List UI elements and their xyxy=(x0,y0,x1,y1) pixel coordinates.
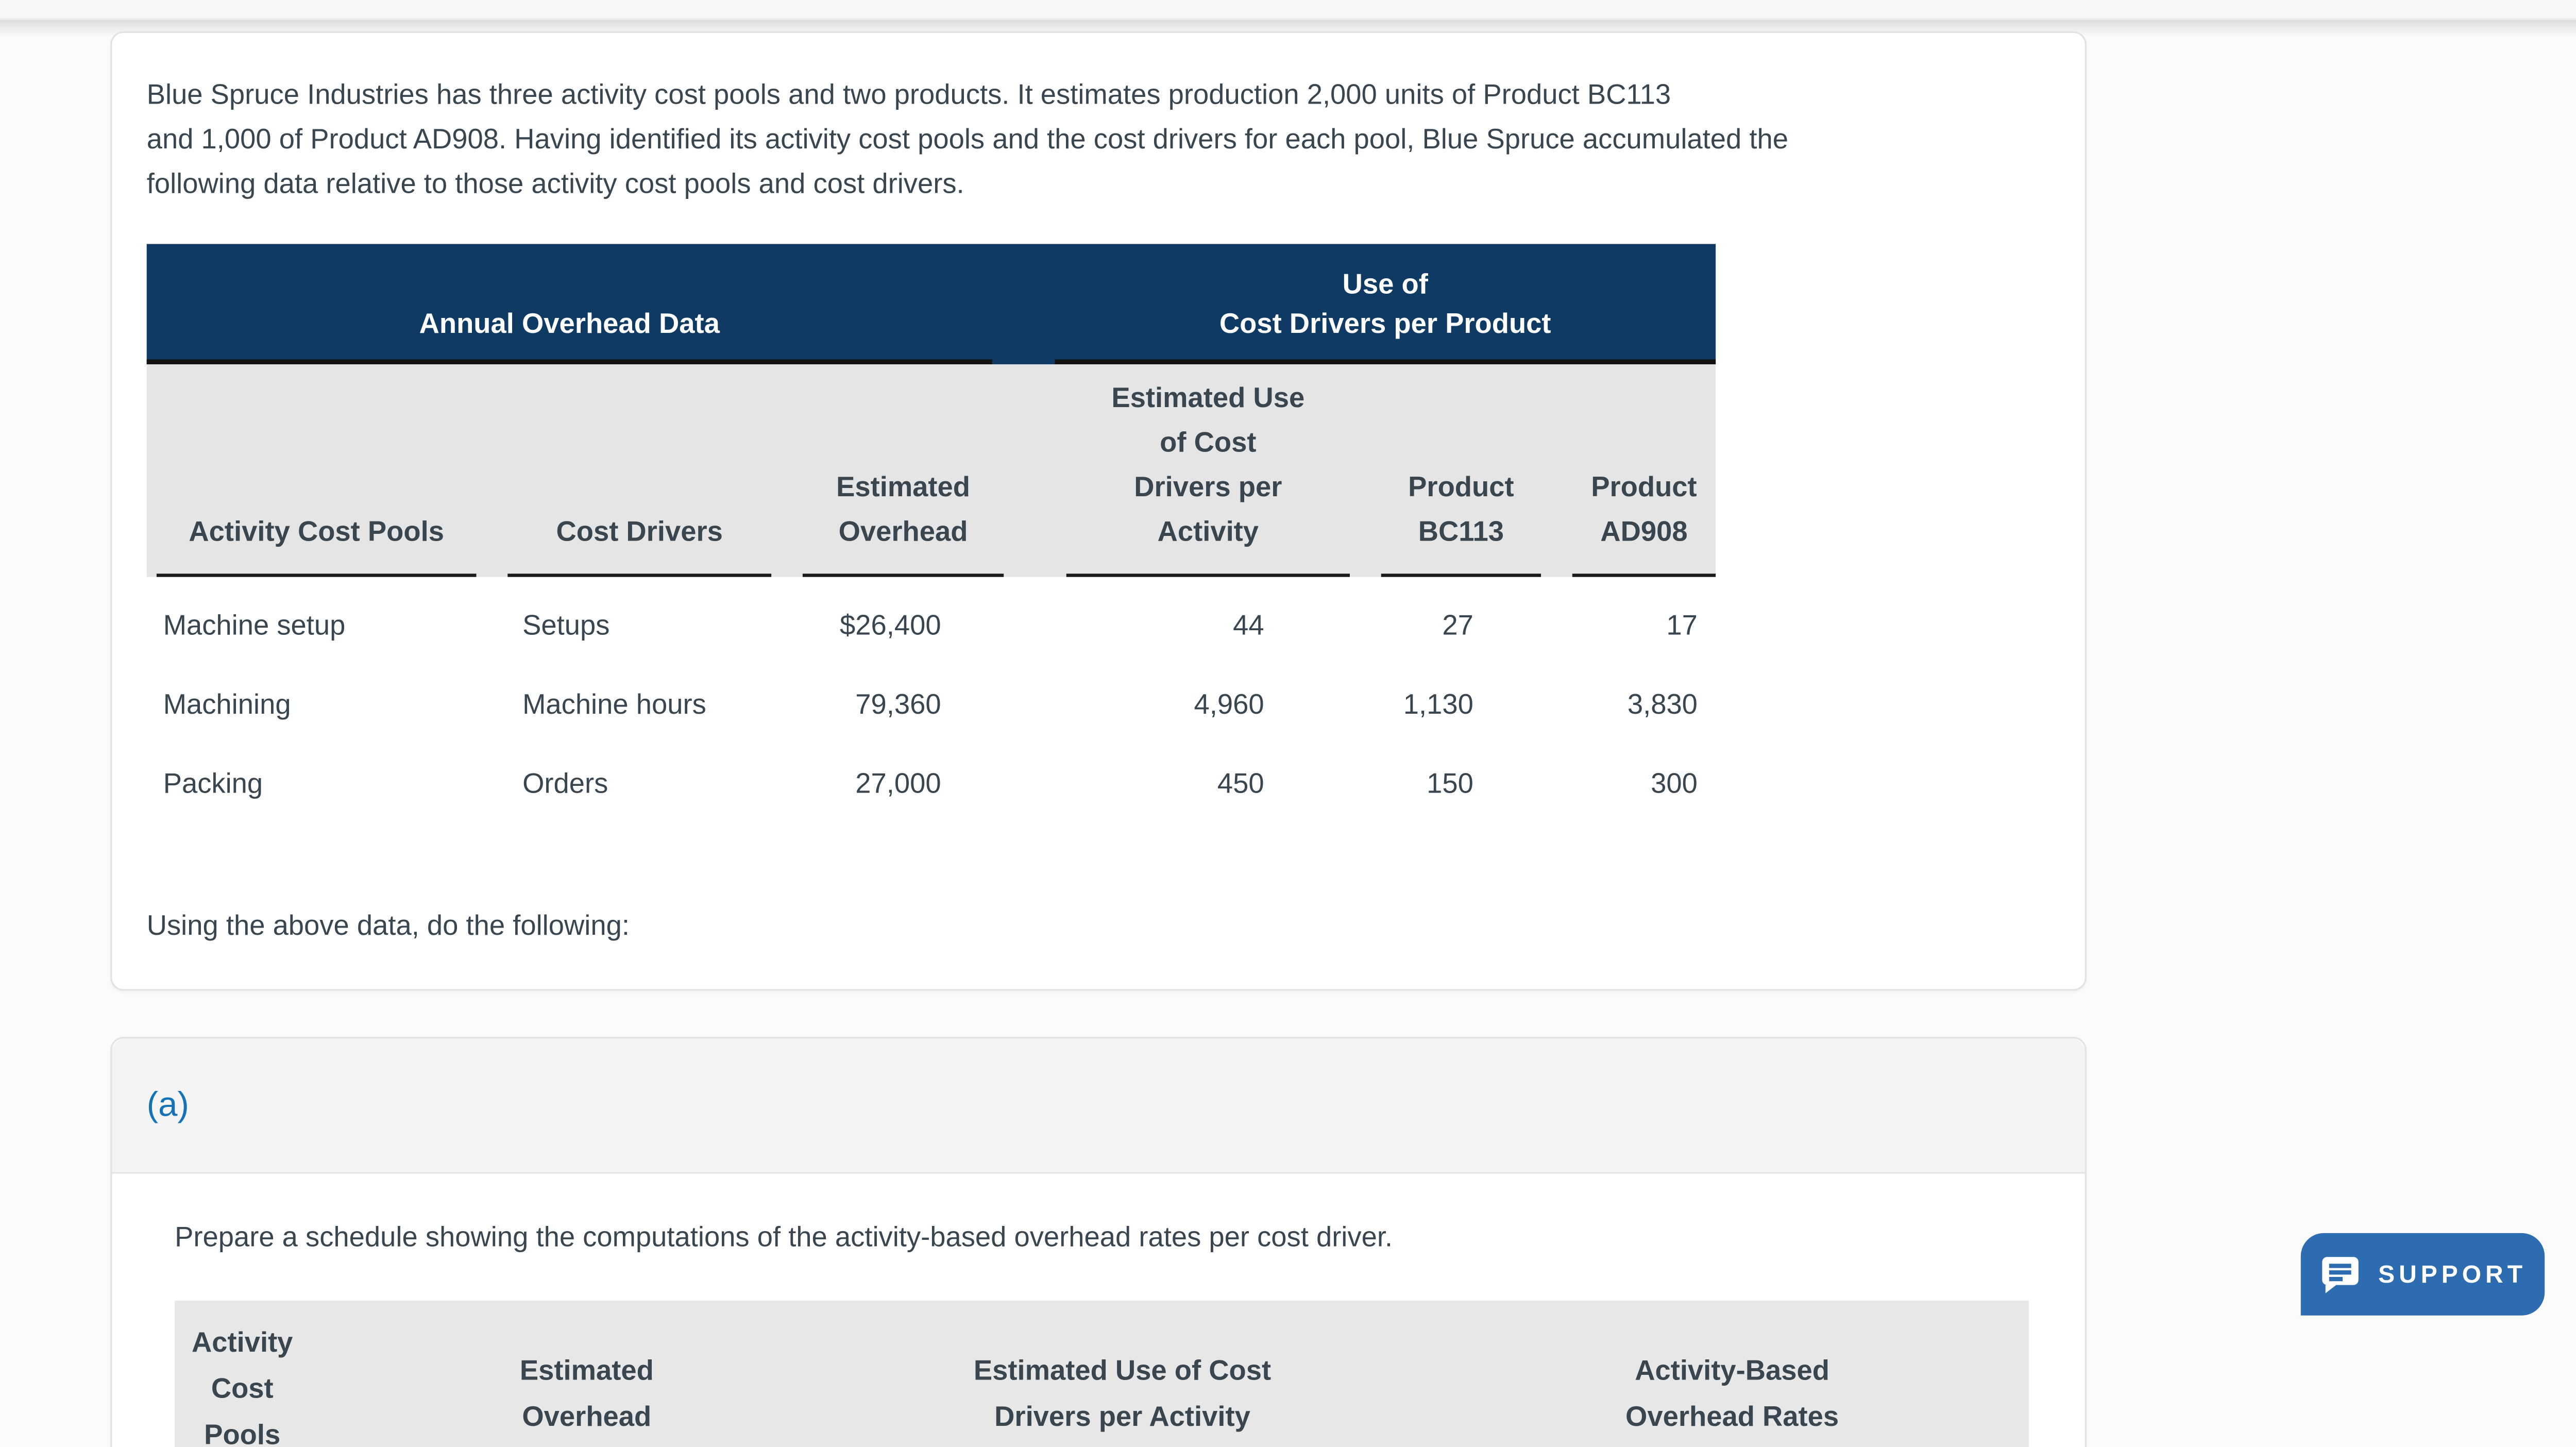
cell-est-use: 450 xyxy=(1217,768,1264,800)
column-header-text: Cost Drivers xyxy=(556,516,723,548)
column-header-activity-cost-pools: Activity Cost Pools xyxy=(156,364,477,577)
schedule-header-text: Overhead xyxy=(522,1401,652,1433)
schedule-header-text: Drivers per Activity xyxy=(994,1401,1250,1433)
column-header-text: Activity xyxy=(1157,516,1259,548)
schedule-header-activity-based-rates: Activity-Based Overhead Rates xyxy=(1534,1301,1930,1447)
cell-pool: Machining xyxy=(163,689,291,720)
problem-intro: Blue Spruce Industries has three activit… xyxy=(147,73,2050,206)
overhead-data-table: Annual Overhead Data Use of Cost Drivers… xyxy=(146,244,1716,825)
group-header-spacer xyxy=(992,244,1055,364)
problem-footer-text: Using the above data, do the following: xyxy=(146,910,630,941)
cell-driver: Setups xyxy=(522,610,610,642)
schedule-header-text: Pools xyxy=(204,1419,281,1447)
table-row: Packing Orders 27,000 450 150 300 xyxy=(147,745,1716,825)
cell-overhead: 79,360 xyxy=(855,689,941,720)
column-header-text: Drivers per xyxy=(1134,471,1282,503)
intro-line-3: following data relative to those activit… xyxy=(146,168,964,200)
intro-line-1: Blue Spruce Industries has three activit… xyxy=(146,79,1671,111)
cell-est-use: 44 xyxy=(1233,610,1264,642)
table-group-header-band: Annual Overhead Data Use of Cost Drivers… xyxy=(146,244,1716,364)
group-header-use-of-line2: Cost Drivers per Product xyxy=(1219,308,1551,340)
column-header-text: Product xyxy=(1591,471,1697,503)
column-header-text: of Cost xyxy=(1160,427,1257,459)
column-header-estimated-use: Estimated Use of Cost Drivers per Activi… xyxy=(1066,364,1350,577)
part-a-card: (a) Prepare a schedule showing the compu… xyxy=(110,1037,2087,1447)
schedule-header-text: Estimated xyxy=(519,1355,654,1387)
group-header-use-of-cost-drivers: Use of Cost Drivers per Product xyxy=(1055,244,1716,364)
part-a-body: Prepare a schedule showing the computati… xyxy=(112,1174,2085,1447)
column-header-text: Activity Cost Pools xyxy=(189,516,444,548)
cell-driver: Orders xyxy=(522,768,608,800)
cell-bc113: 150 xyxy=(1427,768,1473,800)
intro-line-2: and 1,000 of Product AD908. Having ident… xyxy=(146,123,1788,155)
support-button[interactable]: SUPPORT xyxy=(2300,1233,2545,1316)
group-header-annual-overhead-label: Annual Overhead Data xyxy=(419,308,720,340)
cell-est-use: 4,960 xyxy=(1194,689,1264,720)
cell-ad908: 300 xyxy=(1651,768,1698,800)
cell-ad908: 17 xyxy=(1666,610,1698,642)
part-a-instruction: Prepare a schedule showing the computati… xyxy=(175,1221,1393,1253)
column-header-text: Product xyxy=(1408,471,1514,503)
support-button-label: SUPPORT xyxy=(2378,1260,2527,1289)
cell-bc113: 27 xyxy=(1442,610,1473,642)
schedule-header-text: Activity-Based xyxy=(1635,1355,1830,1387)
table-body: Machine setup Setups $26,400 44 27 17 Ma… xyxy=(147,577,1716,825)
cell-driver: Machine hours xyxy=(522,689,706,720)
chat-bubble-icon xyxy=(2322,1257,2359,1293)
column-header-product-ad908: Product AD908 xyxy=(1572,364,1716,577)
problem-card: Blue Spruce Industries has three activit… xyxy=(110,31,2087,991)
schedule-header-band: Activity Cost Pools Estimated Overhead E… xyxy=(175,1300,2029,1447)
column-header-cost-drivers: Cost Drivers xyxy=(507,364,772,577)
cell-ad908: 3,830 xyxy=(1627,689,1698,720)
column-header-text: Estimated Use xyxy=(1111,382,1305,414)
cell-overhead: 27,000 xyxy=(855,768,941,800)
schedule-header-text: Cost xyxy=(211,1373,274,1405)
group-header-annual-overhead: Annual Overhead Data xyxy=(146,244,992,364)
cell-overhead: $26,400 xyxy=(840,610,941,642)
schedule-header-estimated-overhead: Estimated Overhead xyxy=(389,1301,785,1447)
cell-bc113: 1,130 xyxy=(1403,689,1473,720)
column-header-product-bc113: Product BC113 xyxy=(1381,364,1541,577)
top-chrome-band xyxy=(0,0,2576,20)
schedule-header-text: Estimated Use of Cost xyxy=(973,1355,1272,1387)
schedule-header-activity-cost-pools: Activity Cost Pools xyxy=(178,1301,307,1447)
column-header-text: Estimated xyxy=(836,471,970,503)
table-column-header-row: Activity Cost Pools Cost Drivers Estimat… xyxy=(146,364,1716,577)
schedule-header-estimated-use: Estimated Use of Cost Drivers per Activi… xyxy=(925,1301,1320,1447)
schedule-header-text: Overhead Rates xyxy=(1625,1401,1839,1433)
column-header-text: Overhead xyxy=(838,516,968,548)
column-header-text: BC113 xyxy=(1418,516,1504,548)
table-row: Machining Machine hours 79,360 4,960 1,1… xyxy=(147,666,1716,745)
column-header-estimated-overhead: Estimated Overhead xyxy=(802,364,1004,577)
cell-pool: Packing xyxy=(163,768,263,800)
part-a-header: (a) xyxy=(112,1038,2085,1174)
group-header-use-of-line1: Use of xyxy=(1342,268,1428,300)
part-a-label[interactable]: (a) xyxy=(146,1085,189,1124)
schedule-header-text: Activity xyxy=(191,1327,293,1358)
column-header-text: AD908 xyxy=(1600,516,1688,548)
table-row: Machine setup Setups $26,400 44 27 17 xyxy=(147,587,1716,666)
cell-pool: Machine setup xyxy=(163,610,346,642)
